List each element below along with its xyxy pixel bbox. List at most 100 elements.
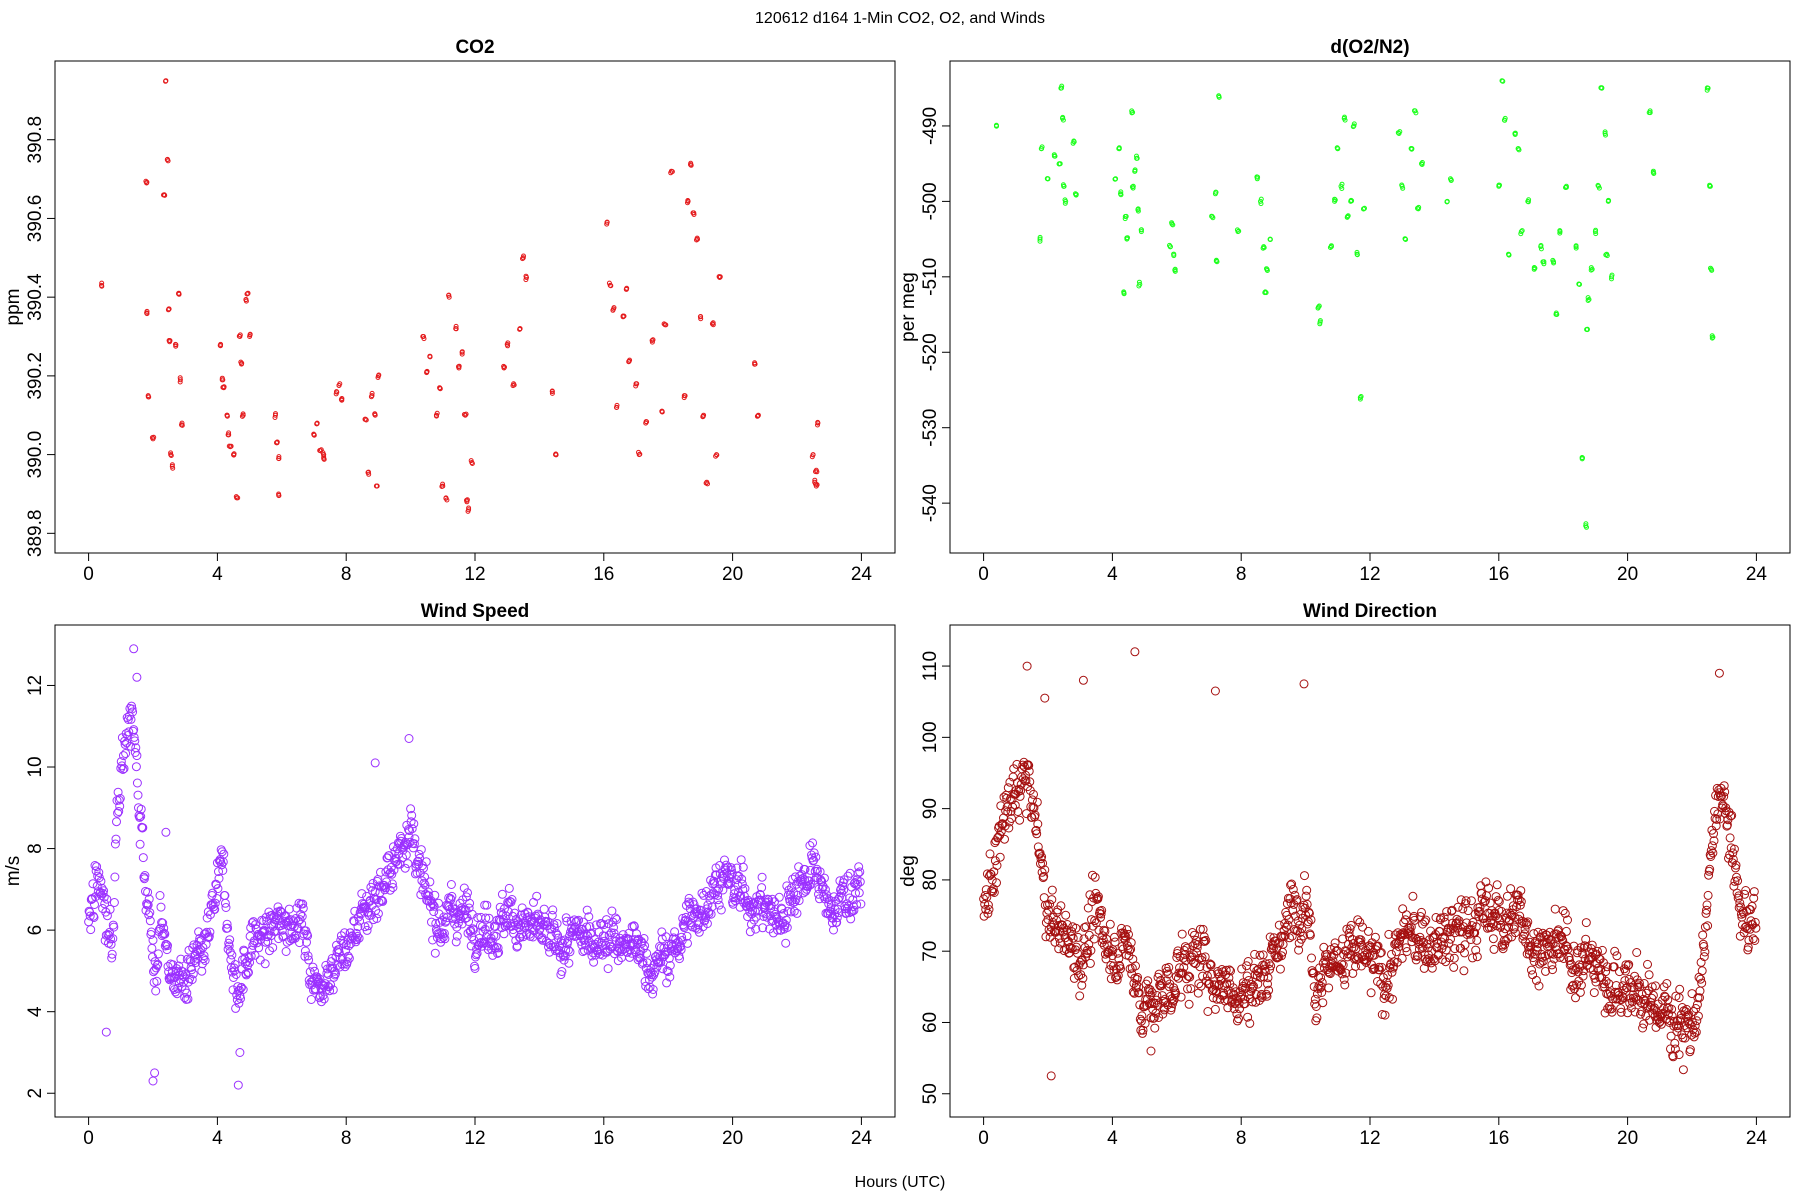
data-point (1091, 888, 1101, 898)
x-tick-label: 0 (83, 1128, 94, 1149)
data-point (793, 890, 802, 900)
data-point (1567, 981, 1577, 991)
data-point (1439, 940, 1448, 950)
data-point (1397, 953, 1407, 963)
data-point (729, 889, 739, 899)
data-point (368, 394, 374, 400)
data-point (546, 940, 556, 950)
data-point (673, 937, 683, 947)
data-point (1587, 940, 1597, 950)
data-point (219, 375, 225, 381)
data-point (421, 857, 431, 867)
data-point (176, 954, 186, 964)
y-tick-label: 390.0 (25, 431, 46, 479)
data-point (1444, 199, 1450, 205)
data-point (1239, 994, 1249, 1004)
data-point (1376, 948, 1386, 957)
data-point (1699, 952, 1709, 962)
data-point (1609, 962, 1619, 972)
data-point (788, 898, 798, 908)
data-point (1047, 885, 1057, 895)
chart-title: CO2 (455, 37, 494, 58)
data-point (676, 945, 686, 955)
data-point (557, 967, 567, 976)
y-tick-label: 90 (920, 798, 941, 819)
data-point (376, 372, 382, 378)
data-point (1044, 905, 1053, 915)
data-point (1538, 956, 1548, 966)
data-point (1709, 836, 1719, 846)
data-point (107, 953, 117, 963)
data-point (1046, 1071, 1056, 1081)
y-axis-label: per meg (898, 272, 919, 342)
data-point (452, 931, 462, 941)
chart-title: Wind Direction (1303, 601, 1437, 622)
data-point (1010, 800, 1020, 810)
data-point (1558, 936, 1568, 945)
data-point (698, 314, 704, 319)
data-point (443, 495, 449, 501)
data-point (809, 848, 819, 858)
data-point (1066, 942, 1075, 952)
data-point (1453, 902, 1463, 912)
data-point (202, 913, 212, 923)
data-point (1089, 934, 1099, 944)
data-point (1327, 245, 1333, 250)
data-point (1154, 969, 1164, 979)
data-point (192, 947, 201, 956)
data-point (427, 354, 433, 359)
data-point (1409, 911, 1419, 921)
data-point (1489, 944, 1499, 954)
data-point (1358, 922, 1367, 932)
data-point (159, 923, 169, 933)
data-point (1630, 1007, 1640, 1017)
data-point (731, 875, 741, 885)
data-point (1197, 953, 1207, 963)
data-point (178, 967, 188, 977)
data-point (604, 930, 614, 940)
data-point (647, 972, 657, 982)
data-point (110, 872, 120, 882)
data-point (783, 906, 793, 916)
data-point (173, 342, 179, 348)
data-point (169, 462, 175, 468)
data-point (1107, 946, 1117, 956)
data-point (1175, 963, 1184, 973)
data-point (1051, 152, 1057, 158)
data-point (1112, 176, 1118, 182)
data-point (457, 919, 467, 929)
data-point (124, 727, 134, 737)
data-point (602, 915, 611, 925)
data-point (815, 422, 820, 428)
data-point (1341, 968, 1351, 978)
data-point (226, 443, 232, 449)
data-point (115, 794, 125, 803)
data-point (176, 291, 181, 297)
data-point (713, 895, 723, 905)
data-point (1187, 928, 1197, 937)
data-point (565, 947, 575, 957)
y-tick-label: 100 (920, 721, 941, 753)
data-point (456, 364, 461, 370)
chart-title: d(O2/N2) (1330, 37, 1409, 58)
data-point (1040, 865, 1050, 875)
data-point (1130, 185, 1136, 191)
data-point (191, 958, 201, 967)
data-point (1542, 938, 1552, 948)
data-point (1121, 290, 1127, 296)
data-point (160, 929, 170, 939)
data-point (85, 911, 95, 921)
data-point (93, 871, 103, 881)
data-point (210, 905, 220, 914)
data-point (1283, 920, 1293, 930)
data-point (1538, 246, 1544, 252)
data-point (736, 855, 746, 865)
data-point (239, 413, 245, 419)
data-point (827, 918, 837, 928)
data-point (369, 390, 375, 396)
data-point (665, 972, 675, 982)
data-point (182, 988, 192, 998)
data-point (1037, 867, 1047, 877)
data-point (611, 305, 617, 311)
data-point (1015, 791, 1025, 801)
